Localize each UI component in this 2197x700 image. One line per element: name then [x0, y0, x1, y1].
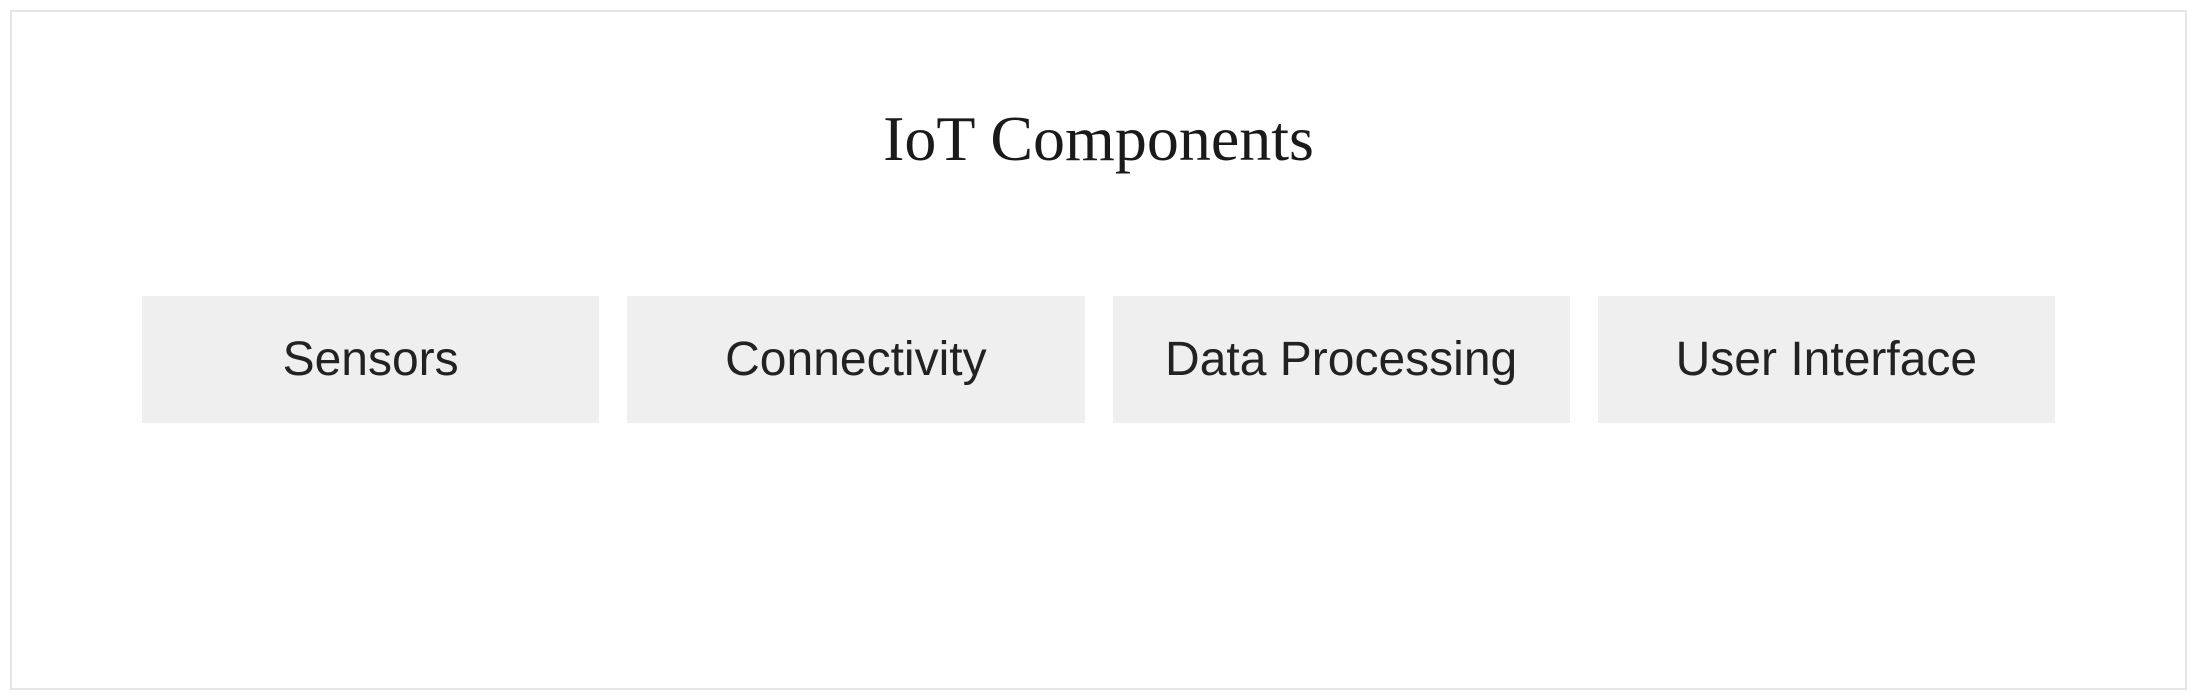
box-label: Sensors	[283, 332, 459, 387]
box-data-processing: Data Processing	[1113, 296, 1570, 423]
diagram-title: IoT Components	[883, 102, 1314, 176]
box-sensors: Sensors	[142, 296, 599, 423]
box-label: User Interface	[1676, 332, 1977, 387]
box-connectivity: Connectivity	[627, 296, 1084, 423]
box-label: Data Processing	[1165, 332, 1517, 387]
diagram-container: IoT Components Sensors Connectivity Data…	[10, 10, 2187, 690]
boxes-row: Sensors Connectivity Data Processing Use…	[12, 296, 2185, 423]
box-label: Connectivity	[725, 332, 986, 387]
box-user-interface: User Interface	[1598, 296, 2055, 423]
